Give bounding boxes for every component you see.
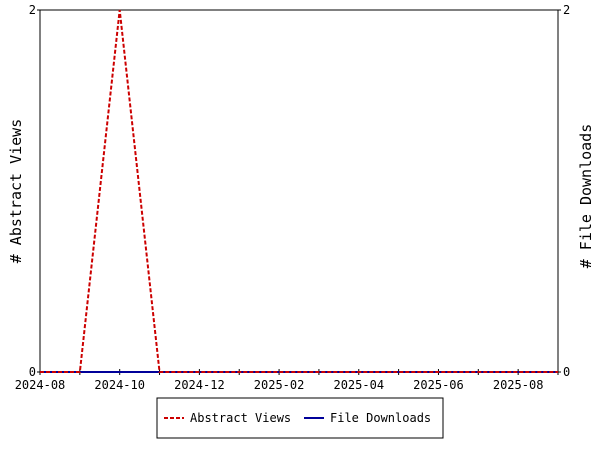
y-right-tick-label: 0 [563, 365, 570, 379]
x-tick-label: 2025-06 [413, 378, 464, 392]
y-right-tick-label: 2 [563, 3, 570, 17]
legend-box [156, 397, 444, 439]
y-left-tick-label: 2 [29, 3, 36, 17]
y-axis-right-label: # File Downloads [577, 124, 595, 269]
y-left-tick-label: 0 [29, 365, 36, 379]
y-axis-ticks: 0 2 0 2 [29, 3, 570, 379]
series-line-abstract-views [40, 9, 558, 373]
x-axis-labels: 2024-08 2024-10 2024-12 2025-02 2025-04 2025-… [15, 378, 544, 392]
x-tick-label: 2024-08 [15, 378, 66, 392]
legend-label-file-downloads: File Downloads [330, 411, 431, 425]
x-tick-label: 2025-08 [493, 378, 544, 392]
x-tick-label: 2024-10 [94, 378, 145, 392]
x-tick-label: 2025-02 [254, 378, 305, 392]
plot-area [39, 9, 559, 373]
series-group [40, 9, 558, 373]
y-axis-left-label: # Abstract Views [7, 119, 25, 264]
x-tick-label: 2025-04 [333, 378, 384, 392]
legend: Abstract Views File Downloads [156, 397, 444, 439]
x-tick-label: 2024-12 [174, 378, 225, 392]
legend-label-abstract-views: Abstract Views [190, 411, 291, 425]
